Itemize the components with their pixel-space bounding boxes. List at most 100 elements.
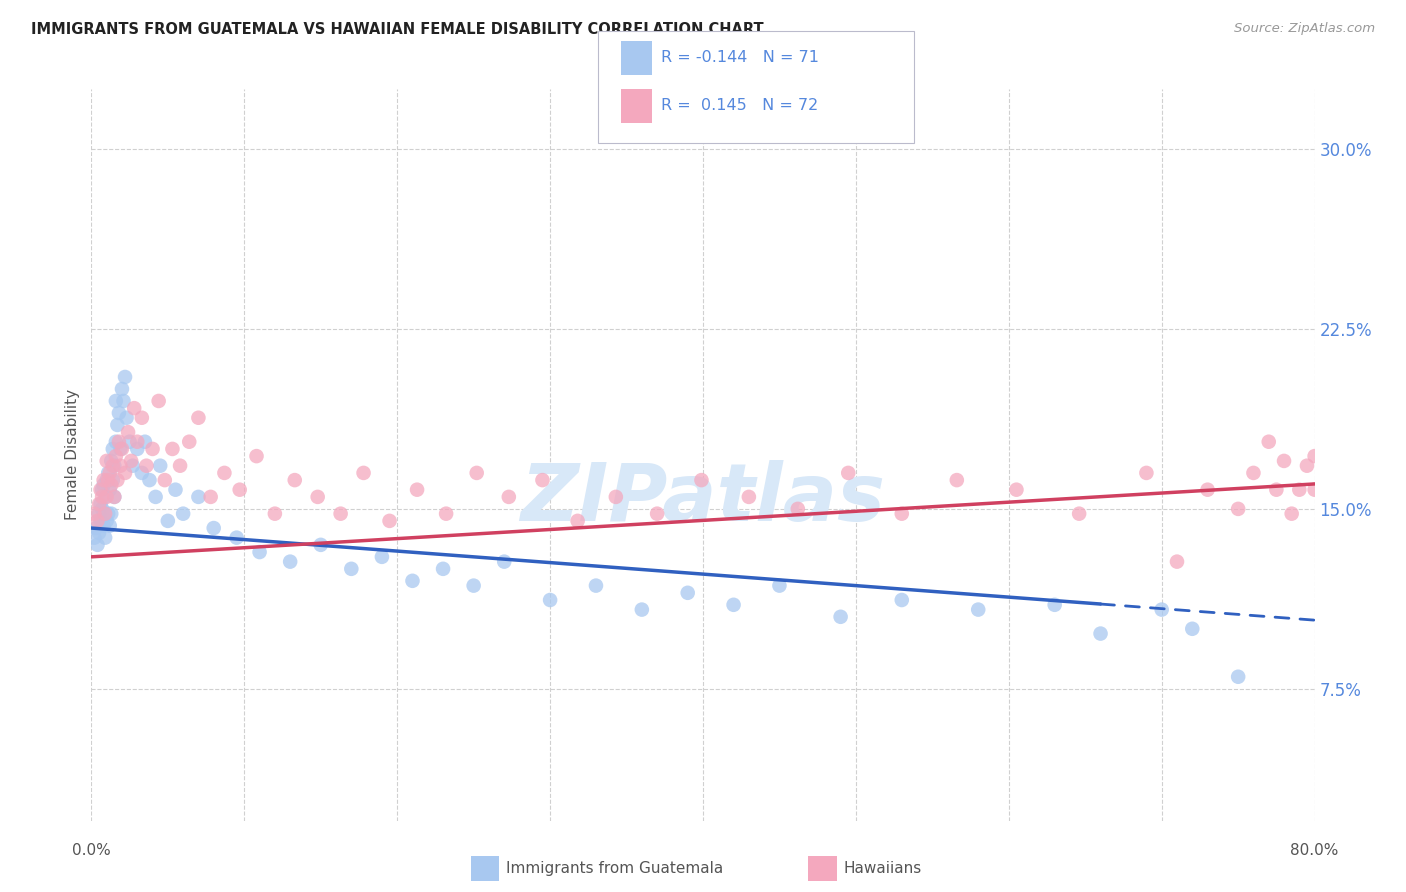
Point — [96, 454, 118, 468]
Point — [228, 483, 250, 497]
Point — [498, 490, 520, 504]
Point — [605, 490, 627, 504]
Point — [84, 521, 107, 535]
Point — [329, 507, 352, 521]
Point — [225, 531, 247, 545]
Point — [463, 579, 485, 593]
Point — [340, 562, 363, 576]
Point — [723, 598, 745, 612]
Point — [105, 473, 128, 487]
Point — [494, 555, 516, 569]
Point — [830, 609, 852, 624]
Point — [131, 410, 153, 425]
Text: R = -0.144   N = 71: R = -0.144 N = 71 — [661, 50, 818, 65]
Point — [103, 490, 125, 504]
Point — [278, 555, 301, 569]
Point — [1265, 483, 1288, 497]
Point — [378, 514, 401, 528]
Point — [121, 458, 143, 473]
Point — [104, 434, 127, 449]
Point — [1043, 598, 1066, 612]
Point — [1069, 507, 1091, 521]
Point — [1272, 454, 1295, 468]
Text: IMMIGRANTS FROM GUATEMALA VS HAWAIIAN FEMALE DISABILITY CORRELATION CHART: IMMIGRANTS FROM GUATEMALA VS HAWAIIAN FE… — [31, 22, 763, 37]
Point — [98, 518, 121, 533]
Point — [214, 466, 236, 480]
Point — [127, 442, 149, 456]
Point — [432, 562, 454, 576]
Point — [93, 518, 115, 533]
Point — [138, 473, 160, 487]
Point — [104, 449, 127, 463]
Point — [118, 434, 141, 449]
Point — [83, 531, 105, 545]
Point — [87, 525, 110, 540]
Point — [202, 521, 225, 535]
Text: Source: ZipAtlas.com: Source: ZipAtlas.com — [1234, 22, 1375, 36]
Point — [371, 549, 394, 564]
Point — [249, 545, 271, 559]
Text: 0.0%: 0.0% — [72, 843, 111, 858]
Point — [1181, 622, 1204, 636]
Point — [122, 401, 145, 416]
Point — [946, 473, 969, 487]
Point — [1243, 466, 1265, 480]
Point — [87, 497, 110, 511]
Point — [90, 483, 112, 497]
Point — [307, 490, 329, 504]
Point — [86, 538, 108, 552]
Point — [111, 442, 134, 456]
Point — [98, 466, 121, 480]
Point — [104, 394, 127, 409]
Point — [100, 454, 122, 468]
Point — [1303, 483, 1326, 497]
Point — [141, 442, 163, 456]
Point — [153, 473, 176, 487]
Point — [108, 406, 131, 420]
Point — [96, 490, 118, 504]
Point — [112, 394, 135, 409]
Point — [100, 507, 122, 521]
Point — [101, 473, 124, 487]
Point — [1090, 626, 1112, 640]
Text: Immigrants from Guatemala: Immigrants from Guatemala — [506, 862, 724, 876]
Point — [585, 579, 607, 593]
Point — [465, 466, 488, 480]
Point — [567, 514, 589, 528]
Point — [401, 574, 423, 588]
Point — [187, 410, 209, 425]
Point — [1303, 449, 1326, 463]
Point — [162, 442, 184, 456]
Point — [264, 507, 287, 521]
Point — [890, 507, 912, 521]
Point — [837, 466, 859, 480]
Point — [284, 473, 307, 487]
Point — [768, 579, 790, 593]
Point — [1150, 602, 1173, 616]
Point — [110, 458, 132, 473]
Point — [94, 531, 117, 545]
Point — [97, 507, 120, 521]
Point — [111, 382, 134, 396]
Point — [538, 593, 561, 607]
Point — [97, 473, 120, 487]
Point — [169, 458, 191, 473]
Point — [83, 507, 105, 521]
Point — [98, 483, 121, 497]
Point — [967, 602, 990, 616]
Point — [172, 507, 194, 521]
Point — [110, 442, 132, 456]
Point — [90, 497, 112, 511]
Point — [87, 507, 110, 521]
Point — [115, 410, 138, 425]
Point — [786, 501, 808, 516]
Text: R =  0.145   N = 72: R = 0.145 N = 72 — [661, 98, 818, 113]
Point — [90, 514, 112, 528]
Point — [105, 417, 128, 432]
Point — [103, 490, 125, 504]
Text: 80.0%: 80.0% — [1291, 843, 1339, 858]
Point — [1166, 555, 1188, 569]
Point — [93, 473, 115, 487]
Text: Hawaiians: Hawaiians — [844, 862, 922, 876]
Point — [91, 490, 114, 504]
